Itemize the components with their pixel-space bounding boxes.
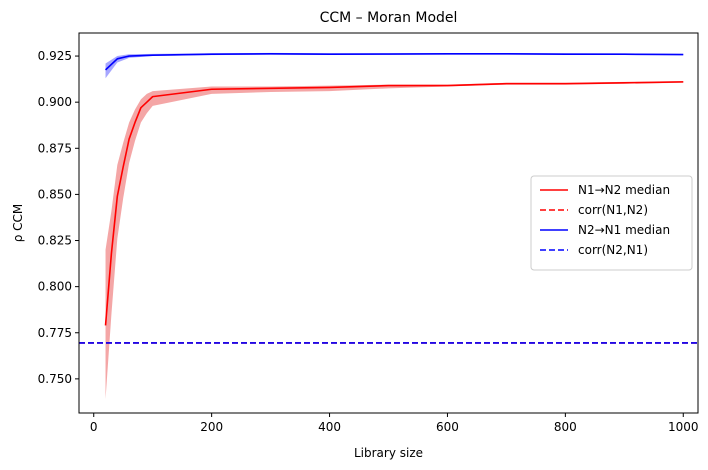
x-tick-label: 200 — [200, 420, 223, 434]
legend-label-n2-n1-median: N2→N1 median — [578, 223, 670, 237]
legend-label-corr-n1-n2: corr(N1,N2) — [578, 203, 648, 217]
legend-box — [530, 175, 693, 271]
y-tick-label: 0.750 — [38, 372, 72, 386]
y-tick-label: 0.900 — [38, 95, 72, 109]
x-axis: 0 200 400 600 800 1000 — [90, 413, 699, 434]
y-tick-label: 0.825 — [38, 234, 72, 248]
chart-title: CCM – Moran Model — [320, 10, 458, 26]
series-lines — [79, 53, 698, 344]
legend-label-n1-n2-median: N1→N2 median — [578, 183, 670, 197]
y-axis: 0.750 0.775 0.800 0.825 0.850 0.875 0.900 0.925 — [38, 49, 79, 386]
y-tick-label: 0.875 — [38, 141, 72, 155]
n2-n1-median-line — [104, 53, 684, 71]
n2-n1-median-band — [105, 52, 684, 79]
x-tick-label: 400 — [318, 420, 341, 434]
y-tick-label: 0.775 — [38, 326, 72, 340]
x-axis-title: Library size — [354, 446, 423, 460]
legend: N1→N2 median corr(N1,N2) N2→N1 median corr(… — [530, 175, 693, 271]
x-tick-label: 600 — [436, 420, 459, 434]
y-tick-label: 0.800 — [38, 280, 72, 294]
n1-n2-median-line — [104, 81, 684, 326]
y-axis-title: ρ CCM — [11, 204, 25, 243]
x-tick-label: 1000 — [668, 420, 699, 434]
plot-frame — [78, 32, 699, 414]
x-tick-label: 0 — [90, 420, 98, 434]
legend-label-corr-n2-n1: corr(N2,N1) — [578, 243, 648, 257]
y-tick-label: 0.925 — [38, 49, 72, 63]
x-tick-label: 800 — [554, 420, 577, 434]
y-tick-label: 0.850 — [38, 187, 72, 201]
